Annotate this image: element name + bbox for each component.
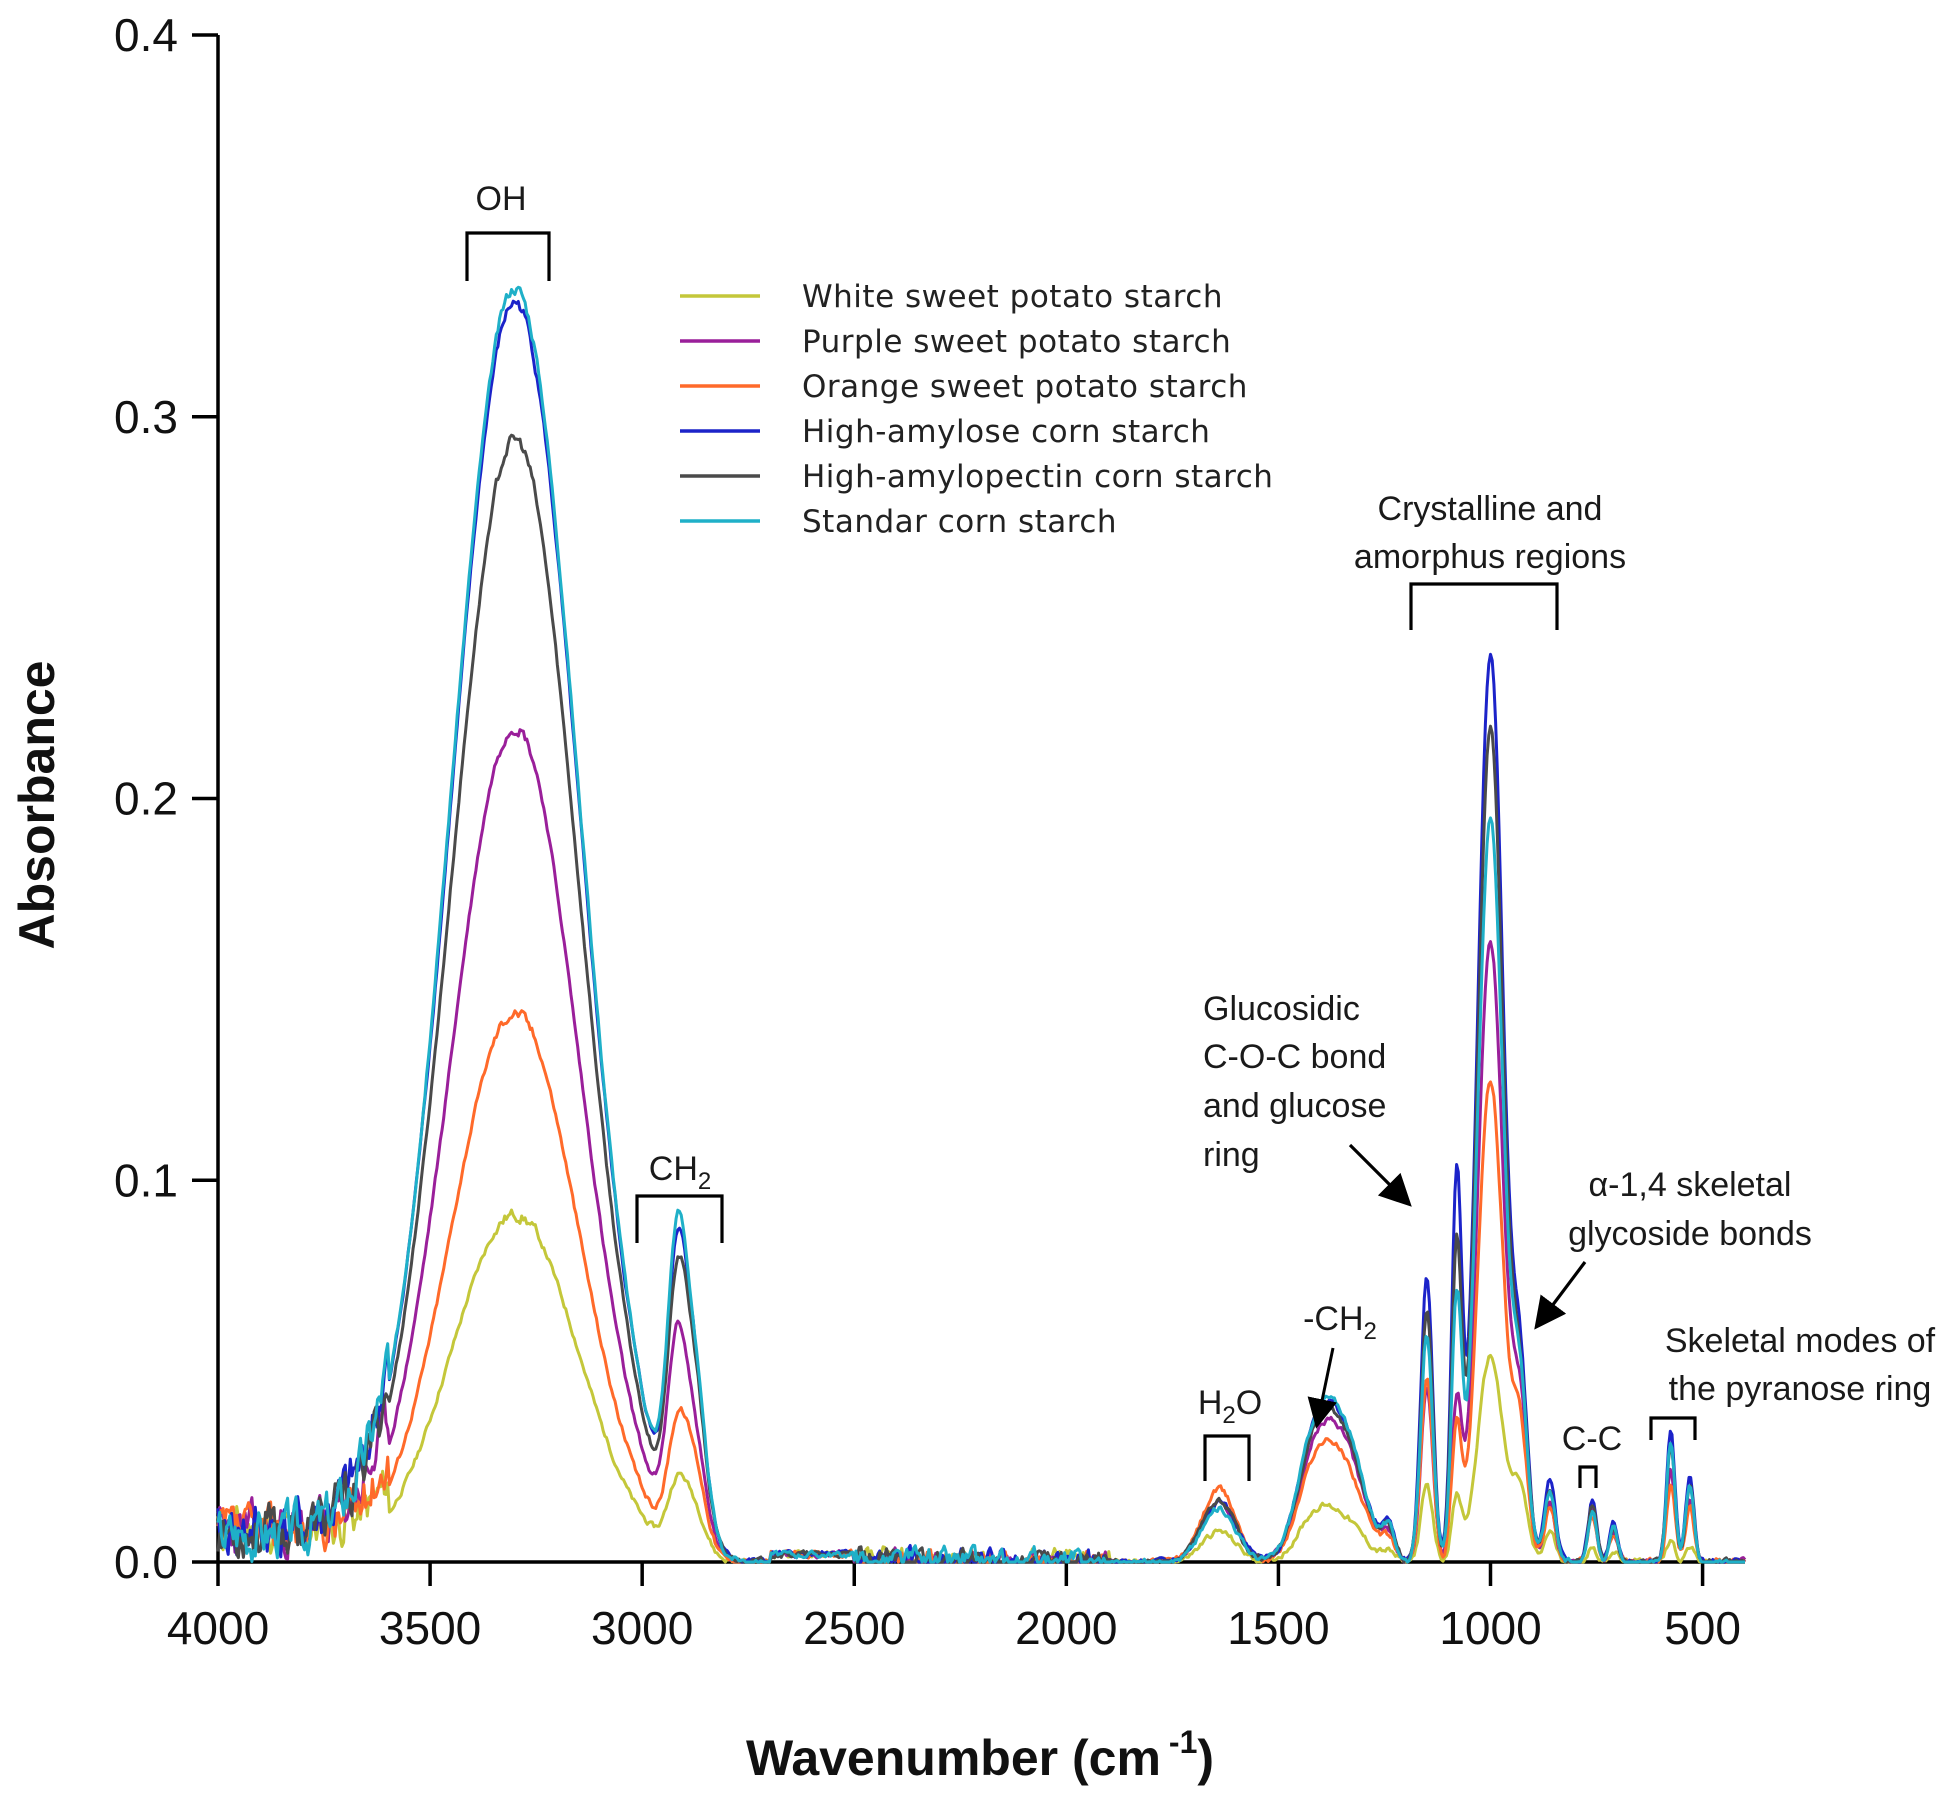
legend: White sweet potato starch Purple sweet po… (680, 279, 1273, 540)
legend-label: High-amylopectin corn starch (802, 459, 1273, 495)
annotation-gluco-line-4: ring (1203, 1136, 1260, 1174)
legend-label: Purple sweet potato starch (802, 324, 1231, 360)
annotation-gluco-line-1: Glucosidic (1203, 990, 1360, 1028)
annotation-alpha-line-1: α-1,4 skeletal (1589, 1166, 1792, 1204)
annotation-gluco-line-2: C-O-C bond (1203, 1038, 1386, 1076)
annotation-cryst-line-1: Crystalline and (1378, 490, 1603, 528)
series-layer (216, 285, 1747, 1564)
y-tick-label: 0.0 (114, 1536, 178, 1588)
y-tick-label: 0.1 (114, 1154, 178, 1206)
annotation-ch2-arrow: -CH2 (1303, 1300, 1377, 1429)
annotations-layer: OH CH2 H2O -CH2 Glucosidic C-O (465, 180, 1936, 1488)
annotation-oh: OH (465, 180, 551, 281)
annotation-cc-bracket (1578, 1465, 1598, 1488)
annotation-cc-label: C-C (1562, 1420, 1622, 1458)
x-axis-title: Wavenumber (cm -1) (746, 1724, 1214, 1786)
series-line-6 (216, 285, 1745, 1564)
legend-label: White sweet potato starch (802, 279, 1223, 315)
annotation-alpha-arrow (1534, 1261, 1587, 1330)
annotation-cc: C-C (1562, 1420, 1622, 1488)
annotation-alpha-bonds: α-1,4 skeletal glycoside bonds (1534, 1166, 1812, 1330)
x-tick-label: 2500 (803, 1602, 905, 1654)
annotation-h2o: H2O (1198, 1384, 1262, 1481)
x-tick-label: 500 (1664, 1602, 1741, 1654)
annotation-oh-bracket (465, 231, 551, 281)
legend-label: Standar corn starch (802, 504, 1117, 540)
series-line-5 (216, 433, 1746, 1564)
annotation-h2o-label: H2O (1198, 1384, 1262, 1429)
legend-label: High-amylose corn starch (802, 414, 1210, 450)
y-axis-title: Absorbance (9, 661, 65, 950)
annotation-ch2b-arrow (1307, 1347, 1337, 1429)
annotation-cryst-line-2: amorphus regions (1354, 538, 1626, 576)
y-tick-label: 0.4 (114, 9, 178, 61)
x-tick-label: 2000 (1015, 1602, 1117, 1654)
annotation-ch2-label: CH2 (649, 1150, 711, 1195)
x-axis-ticks: 4000 3500 3000 2500 2000 1500 1000 500 (167, 1562, 1741, 1654)
x-tick-label: 4000 (167, 1602, 269, 1654)
annotation-cryst-bracket (1409, 582, 1559, 630)
annotation-alpha-line-2: glycoside bonds (1568, 1215, 1812, 1253)
annotation-skel-line-1: Skeletal modes of (1665, 1322, 1936, 1360)
annotation-gluco-line-3: and glucose (1203, 1087, 1386, 1125)
x-tick-label: 1500 (1227, 1602, 1329, 1654)
annotation-crystalline: Crystalline and amorphus regions (1354, 490, 1626, 630)
x-tick-label: 3000 (591, 1602, 693, 1654)
legend-label: Orange sweet potato starch (802, 369, 1248, 405)
annotation-ch2: CH2 (635, 1150, 724, 1243)
y-axis-ticks: 0.0 0.1 0.2 0.3 0.4 (114, 9, 218, 1588)
annotation-oh-label: OH (476, 180, 527, 218)
annotation-h2o-bracket (1203, 1434, 1251, 1481)
x-tick-label: 1000 (1439, 1602, 1541, 1654)
annotation-ch2-bracket (635, 1194, 724, 1243)
annotation-gluco-arrow (1348, 1143, 1412, 1207)
annotation-skel-bracket (1649, 1416, 1697, 1440)
annotation-glucosidic: Glucosidic C-O-C bond and glucose ring (1203, 990, 1412, 1207)
y-tick-label: 0.3 (114, 391, 178, 443)
annotation-skeletal: Skeletal modes of the pyranose ring (1649, 1322, 1936, 1440)
annotation-skel-line-2: the pyranose ring (1669, 1370, 1932, 1408)
annotation-ch2b-label: -CH2 (1303, 1300, 1377, 1345)
x-tick-label: 3500 (379, 1602, 481, 1654)
y-tick-label: 0.2 (114, 773, 178, 825)
